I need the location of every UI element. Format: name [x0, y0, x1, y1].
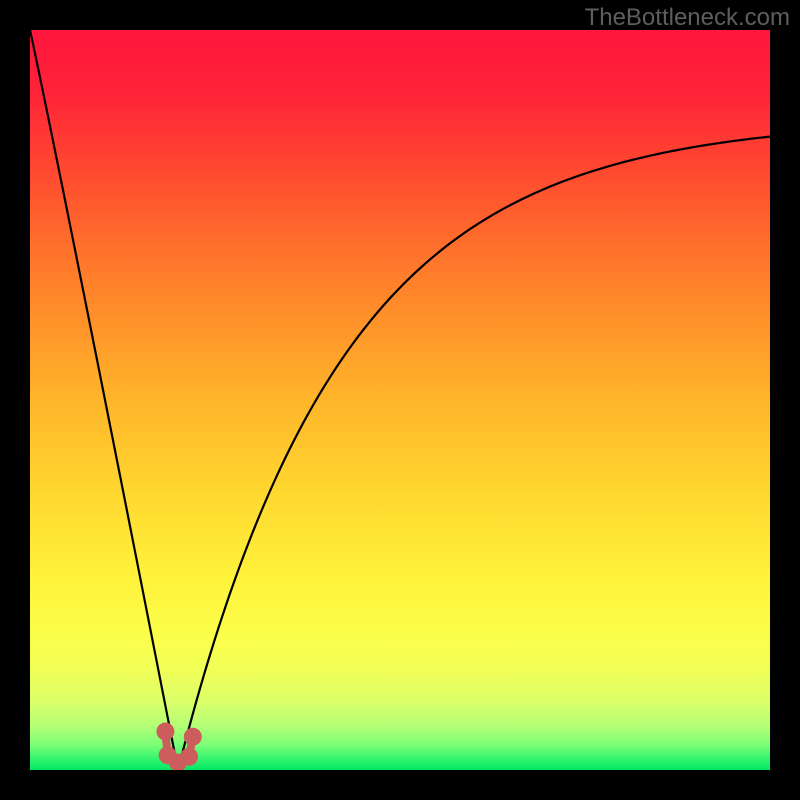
watermark-label: TheBottleneck.com — [585, 4, 790, 32]
marker-dot — [184, 728, 202, 746]
marker-dot — [156, 723, 174, 741]
bottleneck-curve-chart — [30, 30, 770, 770]
chart-container: TheBottleneck.com — [0, 0, 800, 800]
marker-dot — [180, 748, 198, 766]
